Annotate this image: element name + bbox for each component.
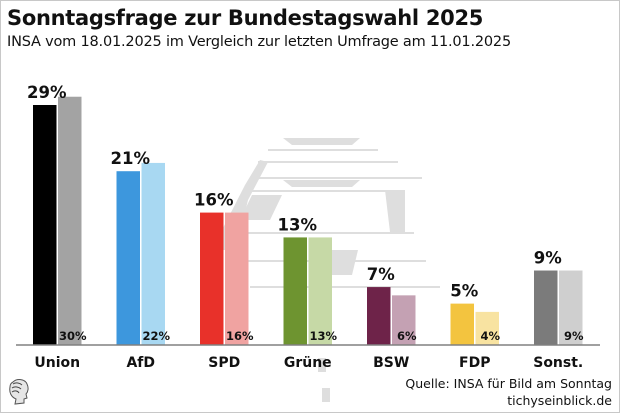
- value-label-current-spd: 16%: [194, 191, 234, 210]
- category-label-union: Union: [34, 355, 80, 371]
- bar-current-fdp: [450, 303, 474, 345]
- bar-previous-afd: [141, 162, 165, 345]
- bar-current-union: [33, 105, 57, 345]
- bar-current-gruene: [283, 237, 307, 345]
- bar-previous-spd: [225, 212, 249, 345]
- background-decoration: [218, 138, 440, 402]
- category-label-bsw: BSW: [373, 355, 409, 371]
- bar-previous-union: [58, 96, 82, 345]
- bar-current-bsw: [367, 287, 391, 345]
- bar-current-sonst: [534, 270, 558, 345]
- value-label-current-gruene: 13%: [278, 215, 318, 234]
- source-note: Quelle: INSA für Bild am Sonntag tichyse…: [405, 375, 612, 409]
- category-label-gruene: Grüne: [284, 355, 332, 371]
- publisher-logo-icon: [9, 379, 29, 405]
- bar-previous-fdp: [475, 311, 499, 345]
- category-label-sonst: Sonst.: [533, 355, 583, 371]
- value-label-current-sonst: 9%: [534, 249, 562, 268]
- chart-subtitle: INSA vom 18.01.2025 im Vergleich zur let…: [7, 34, 511, 50]
- value-label-previous-gruene: 13%: [309, 329, 337, 343]
- value-label-previous-afd: 22%: [142, 329, 170, 343]
- category-label-fdp: FDP: [459, 355, 490, 371]
- value-label-previous-union: 30%: [59, 329, 87, 343]
- category-label-spd: SPD: [208, 355, 240, 371]
- bar-previous-sonst: [559, 270, 583, 345]
- value-label-previous-fdp: 4%: [480, 329, 500, 343]
- bar-current-spd: [200, 212, 224, 345]
- bar-previous-gruene: [308, 237, 332, 345]
- bar-current-afd: [116, 171, 140, 345]
- value-label-current-union: 29%: [27, 83, 67, 102]
- value-label-current-fdp: 5%: [450, 282, 478, 301]
- bar-previous-bsw: [392, 295, 416, 345]
- value-label-current-bsw: 7%: [367, 265, 395, 284]
- value-label-previous-bsw: 6%: [397, 329, 417, 343]
- value-label-previous-spd: 16%: [226, 329, 254, 343]
- value-label-current-afd: 21%: [111, 149, 151, 168]
- chart-title: Sonntagsfrage zur Bundestagswahl 2025: [7, 6, 484, 30]
- value-label-previous-sonst: 9%: [564, 329, 584, 343]
- source-text: Quelle: INSA für Bild am Sonntag: [405, 376, 612, 391]
- website-link[interactable]: tichyseinblick.de: [507, 393, 612, 408]
- category-label-afd: AfD: [126, 355, 155, 371]
